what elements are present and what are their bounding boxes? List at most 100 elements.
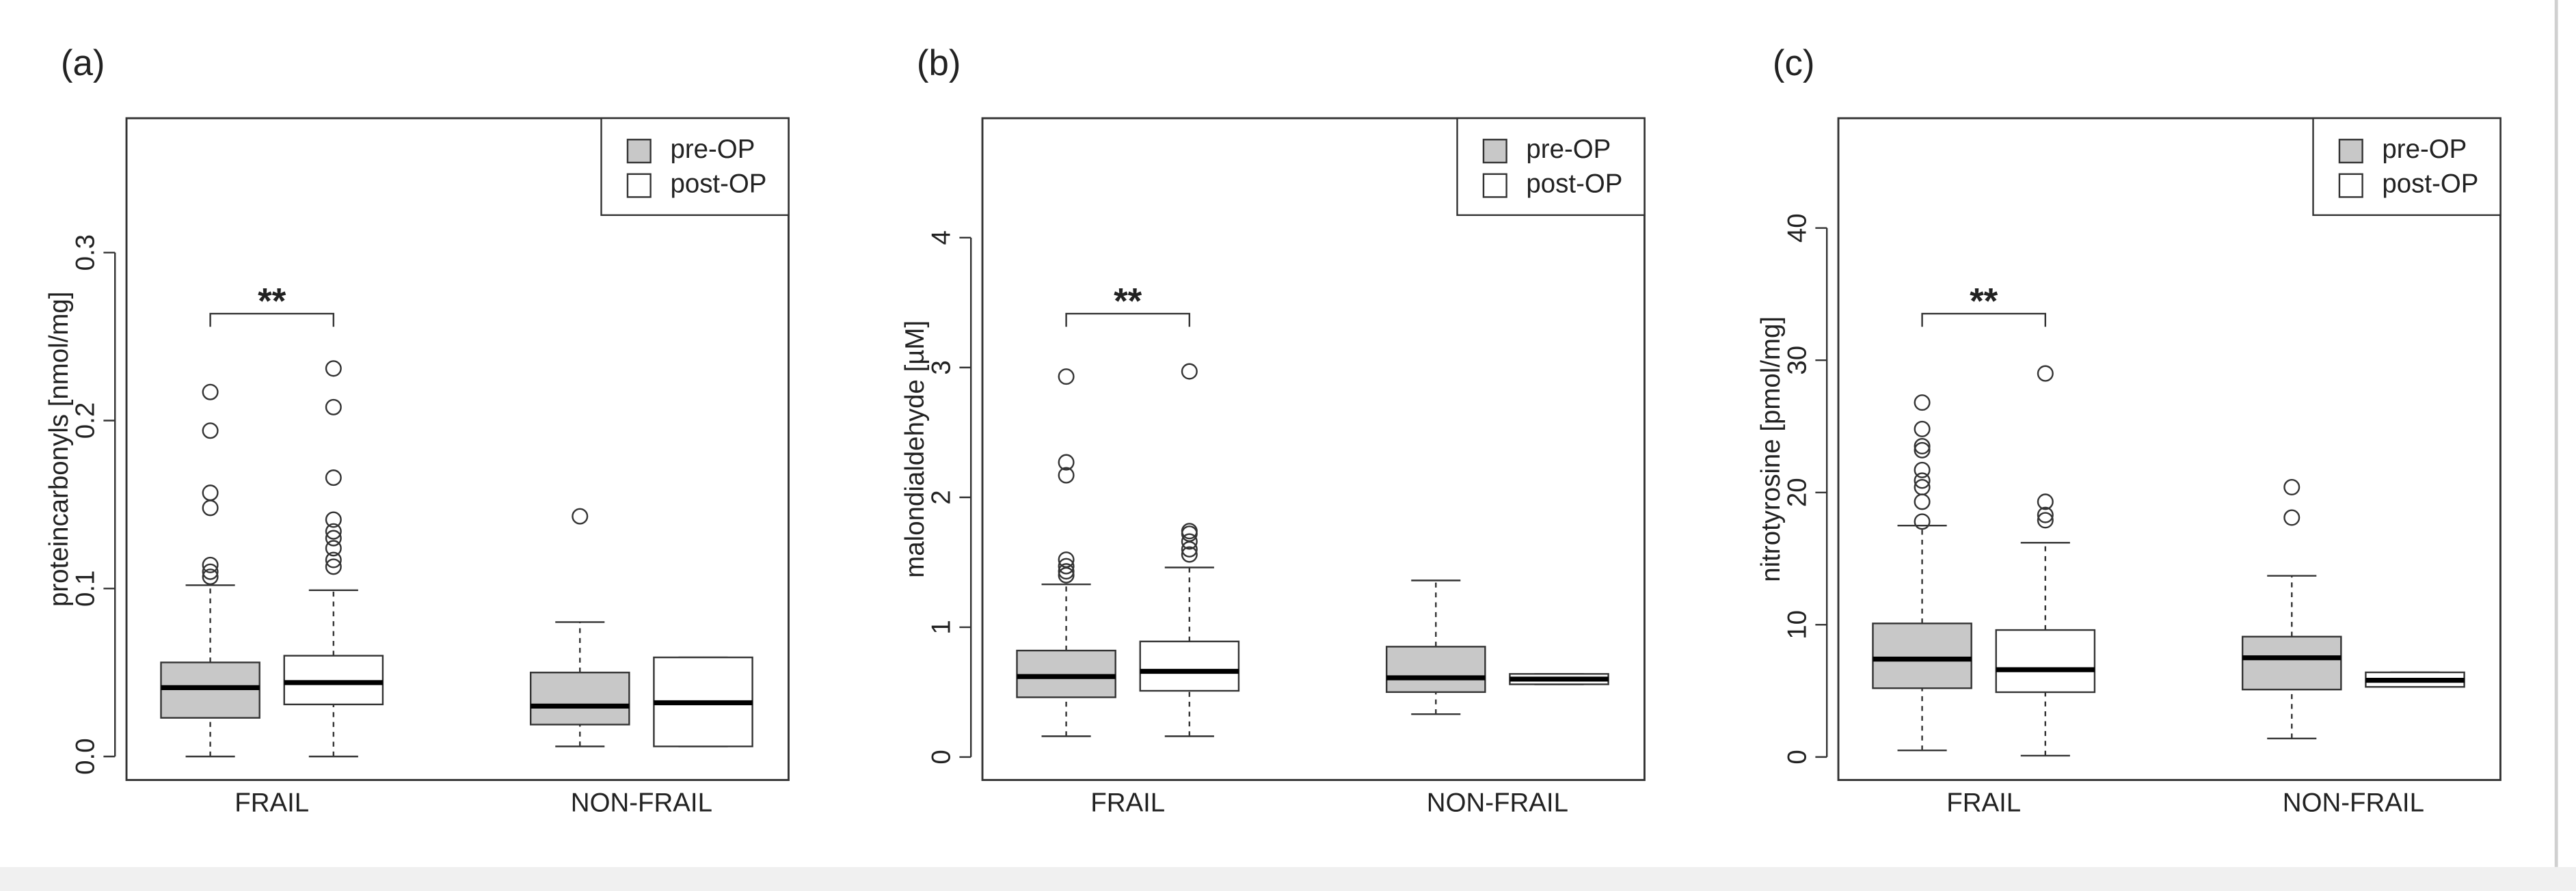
- significance-bracket: [209, 312, 335, 327]
- legend-box: [600, 117, 790, 217]
- y-axis-label: malondialdehyde [µM]: [900, 320, 930, 578]
- outlier: [1914, 472, 1931, 489]
- legend-swatch: [2338, 173, 2363, 198]
- y-tick-label: 0: [927, 750, 956, 764]
- outlier: [325, 558, 342, 575]
- legend-swatch: [626, 173, 652, 198]
- legend-swatch: [2338, 139, 2363, 164]
- plot-frame: [125, 117, 790, 781]
- y-tick-label: 0.3: [71, 234, 100, 271]
- y-tick-label: 4: [927, 230, 956, 245]
- x-tick-label: FRAIL: [1090, 789, 1165, 818]
- y-tick-label: 1: [927, 620, 956, 634]
- x-tick-label: NON-FRAIL: [1427, 789, 1568, 818]
- outlier: [1058, 467, 1075, 484]
- legend-label: post-OP: [670, 169, 766, 199]
- box: [1995, 629, 2096, 694]
- legend-label: pre-OP: [1526, 135, 1611, 164]
- outlier: [2037, 493, 2054, 510]
- outlier: [1058, 454, 1075, 471]
- outlier: [202, 383, 219, 400]
- y-tick-label: 0.1: [71, 571, 100, 607]
- legend-box: [2312, 117, 2501, 217]
- x-tick-label: FRAIL: [234, 789, 309, 818]
- outlier: [2037, 365, 2054, 382]
- box: [1385, 646, 1486, 694]
- box: [529, 672, 630, 726]
- plot-frame: [1837, 117, 2501, 781]
- panel-label: (a): [61, 43, 105, 83]
- y-axis-label: proteincarbonyls [nmol/mg]: [44, 292, 74, 607]
- outlier: [1181, 523, 1198, 540]
- legend-box: [1456, 117, 1646, 217]
- y-tick-label: 40: [1783, 213, 1812, 243]
- legend-label: post-OP: [2382, 169, 2478, 199]
- outlier: [1914, 441, 1931, 458]
- outlier: [325, 360, 342, 377]
- outlier: [2037, 506, 2054, 523]
- legend-label: pre-OP: [2382, 135, 2467, 164]
- outlier: [202, 556, 219, 573]
- outlier: [325, 398, 342, 415]
- outlier: [202, 568, 219, 586]
- outlier: [1914, 420, 1931, 437]
- y-tick-label: 2: [927, 490, 956, 504]
- outlier: [1058, 558, 1075, 575]
- legend-swatch: [626, 139, 652, 164]
- outlier: [325, 540, 342, 557]
- outlier: [202, 422, 219, 439]
- plot-frame: [981, 117, 1646, 781]
- panel-label: (b): [917, 43, 961, 83]
- legend-swatch: [1482, 139, 1507, 164]
- legend-label: post-OP: [1526, 169, 1622, 199]
- outlier: [572, 508, 589, 525]
- y-tick-label: 0.0: [71, 738, 100, 774]
- x-tick-label: NON-FRAIL: [571, 789, 712, 818]
- box: [1016, 649, 1116, 698]
- significance-label: **: [1970, 282, 1998, 322]
- outlier: [1181, 363, 1198, 380]
- y-tick-label: 0: [1783, 750, 1812, 764]
- box: [1139, 640, 1240, 692]
- outlier: [325, 523, 342, 540]
- outlier: [1058, 368, 1075, 385]
- y-tick-label: 3: [927, 360, 956, 374]
- significance-label: **: [258, 282, 286, 322]
- outlier: [2283, 479, 2300, 496]
- outlier: [1058, 563, 1075, 580]
- legend-swatch: [1482, 173, 1507, 198]
- outlier: [1181, 546, 1198, 563]
- box: [2241, 635, 2342, 691]
- y-tick-label: 10: [1783, 610, 1812, 640]
- panel-label: (c): [1773, 43, 1815, 83]
- outlier: [325, 530, 342, 547]
- outlier: [1914, 461, 1931, 478]
- box: [160, 661, 260, 719]
- outlier: [202, 563, 219, 580]
- bottom-band: [0, 866, 2576, 891]
- x-tick-label: FRAIL: [1946, 789, 2021, 818]
- outlier: [1914, 438, 1931, 455]
- y-tick-label: 0.2: [71, 402, 100, 439]
- outlier: [1181, 533, 1198, 550]
- y-tick-label: 20: [1783, 478, 1812, 507]
- box: [283, 655, 384, 706]
- significance-bracket: [1065, 312, 1191, 327]
- y-axis-label: nitrotyrosine [pmol/mg]: [1756, 316, 1786, 582]
- outlier: [2037, 512, 2054, 529]
- outlier: [325, 511, 342, 528]
- outlier: [1914, 479, 1931, 496]
- outlier: [325, 469, 342, 486]
- outlier: [2283, 509, 2300, 526]
- outlier: [1914, 394, 1931, 411]
- x-tick-label: NON-FRAIL: [2283, 789, 2424, 818]
- outlier: [1914, 513, 1931, 530]
- legend-label: pre-OP: [670, 135, 755, 164]
- outlier: [202, 484, 219, 502]
- y-tick-label: 30: [1783, 346, 1812, 375]
- outlier: [1058, 551, 1075, 568]
- significance-label: **: [1114, 282, 1142, 322]
- significance-bracket: [1921, 312, 2047, 327]
